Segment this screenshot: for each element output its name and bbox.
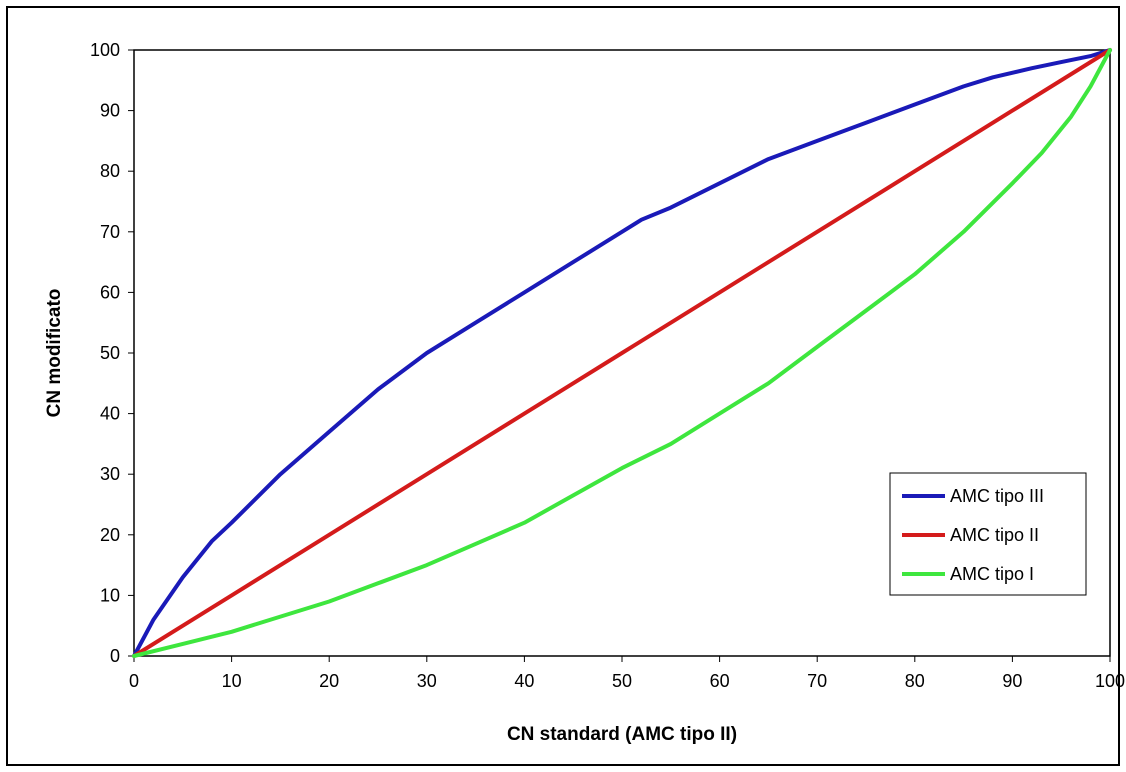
- y-tick-label: 70: [100, 222, 120, 242]
- series-line-1: [132, 48, 1112, 658]
- series-lines: [132, 48, 1112, 658]
- y-axis-ticks: 0 10 20 30 40 50 60 70 80 90 100: [90, 40, 134, 666]
- x-tick-label: 0: [129, 671, 139, 691]
- x-tick-label: 30: [417, 671, 437, 691]
- y-tick-label: 80: [100, 161, 120, 181]
- legend: AMC tipo III AMC tipo II AMC tipo I: [889, 472, 1087, 596]
- y-tick-label: 10: [100, 585, 120, 605]
- x-axis-title: CN standard (AMC tipo II): [507, 724, 737, 745]
- x-tick-label: 90: [1002, 671, 1022, 691]
- x-tick-label: 100: [1095, 671, 1125, 691]
- y-tick-label: 0: [110, 646, 120, 666]
- x-tick-label: 80: [905, 671, 925, 691]
- x-tick-label: 50: [612, 671, 632, 691]
- x-tick-label: 10: [222, 671, 242, 691]
- x-tick-label: 60: [710, 671, 730, 691]
- y-axis-title: CN modificato: [44, 289, 65, 418]
- y-tick-label: 50: [100, 343, 120, 363]
- x-tick-label: 20: [319, 671, 339, 691]
- y-tick-label: 40: [100, 404, 120, 424]
- y-tick-label: 20: [100, 525, 120, 545]
- x-tick-label: 40: [514, 671, 534, 691]
- series-line-3: [132, 48, 1112, 658]
- y-tick-label: 90: [100, 101, 120, 121]
- x-tick-label: 70: [807, 671, 827, 691]
- legend-label: AMC tipo I: [950, 564, 1034, 584]
- legend-label: AMC tipo III: [950, 486, 1044, 506]
- legend-label: AMC tipo II: [950, 525, 1039, 545]
- y-tick-label: 30: [100, 464, 120, 484]
- y-tick-label: 60: [100, 282, 120, 302]
- series-line-2: [132, 48, 1112, 658]
- y-tick-label: 100: [90, 40, 120, 60]
- x-axis-ticks: 0 10 20 30 40 50 60 70 80 90 100: [129, 656, 1125, 691]
